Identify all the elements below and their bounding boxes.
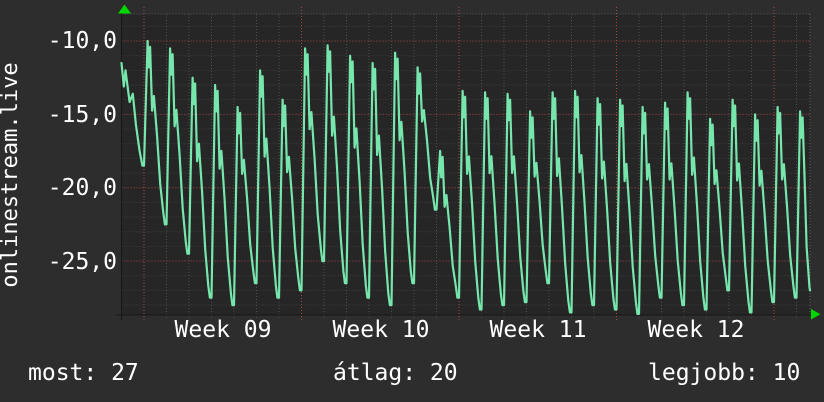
x-axis-week-label: Week 09 [174, 317, 272, 343]
x-axis-week-label: Week 11 [489, 317, 587, 343]
x-axis-week-label: Week 10 [332, 317, 430, 343]
y-axis-tick-label: -10,0 [47, 28, 117, 54]
stat-legjobb: legjobb: 10 [648, 360, 801, 386]
y-axis-tick-label: -15,0 [47, 102, 117, 128]
y-axis-tick-label: -25,0 [47, 249, 117, 275]
right-arrow-icon [811, 309, 821, 320]
up-arrow-icon [118, 4, 131, 14]
line-series [120, 39, 812, 315]
stat-most: most: 27 [28, 360, 139, 386]
x-axis-week-label: Week 12 [647, 317, 745, 343]
stat-atlag: átlag: 20 [333, 360, 458, 386]
site-label: onlinestream.live [0, 62, 23, 288]
y-axis-tick-label: -20,0 [47, 175, 117, 201]
